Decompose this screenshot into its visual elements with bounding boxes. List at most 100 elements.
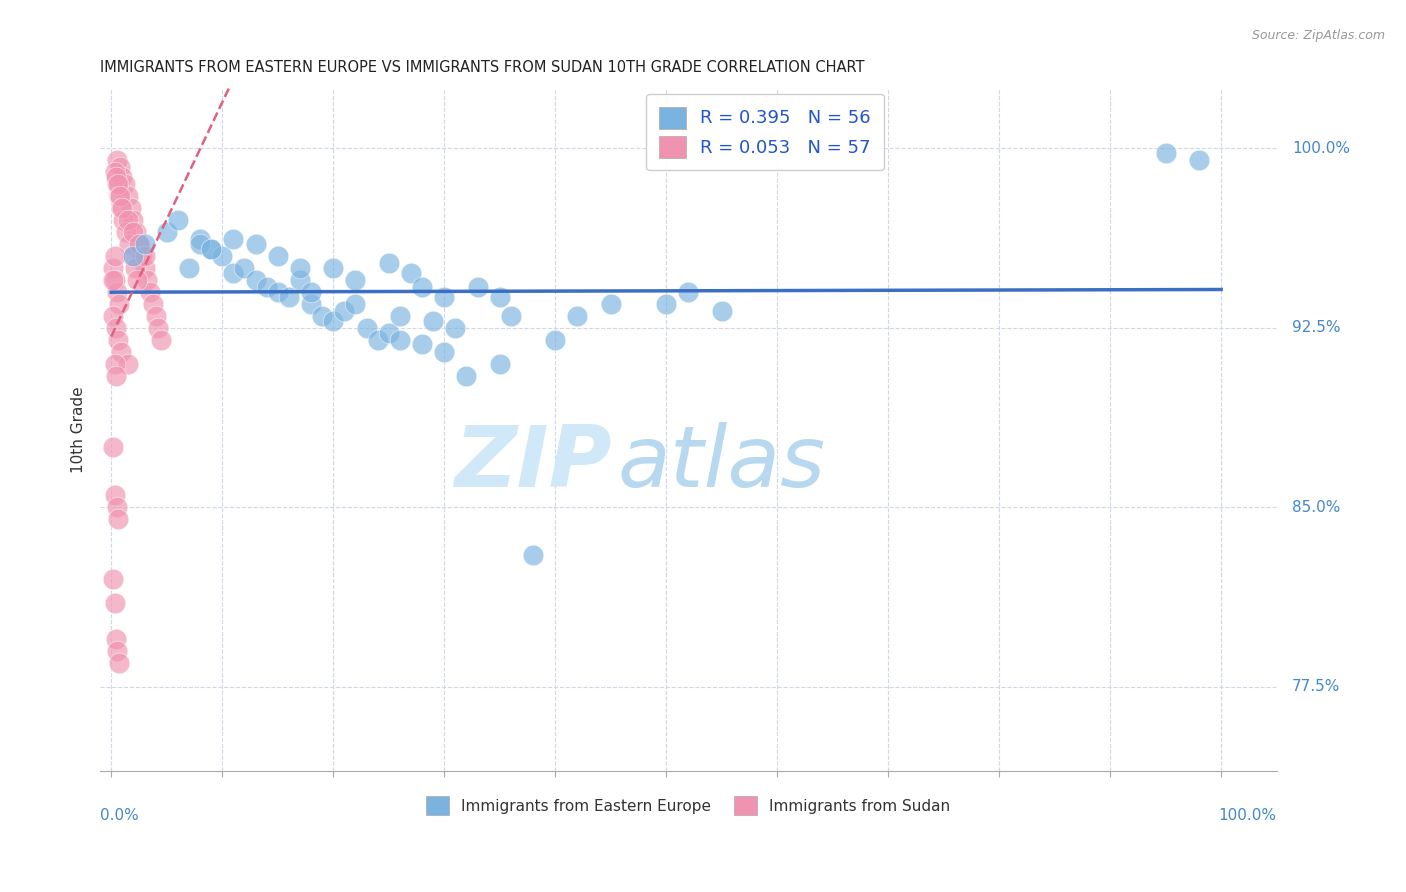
Point (388, 333, 411, 347)
Point (288, 260, 311, 275)
Point (655, 297, 678, 311)
Point (288, 273, 311, 287)
Text: 0.0%: 0.0% (100, 808, 139, 823)
Point (377, 326, 399, 340)
Text: 100.0%: 100.0% (1219, 808, 1277, 823)
Point (245, 236, 267, 251)
Point (456, 368, 478, 383)
Legend: Immigrants from Eastern Europe, Immigrants from Sudan: Immigrants from Eastern Europe, Immigran… (420, 790, 956, 821)
Point (599, 297, 621, 311)
Point (103, 165, 125, 179)
Point (103, 273, 125, 287)
Point (104, 320, 127, 334)
Point (444, 320, 467, 334)
Point (299, 285, 322, 299)
Point (333, 304, 356, 318)
Point (222, 266, 245, 280)
Point (411, 337, 433, 351)
Point (267, 285, 290, 299)
Point (104, 632, 127, 646)
Point (367, 333, 389, 347)
Point (103, 260, 125, 275)
Text: 85.0%: 85.0% (1292, 500, 1340, 515)
Point (121, 249, 143, 263)
Point (108, 297, 131, 311)
Point (233, 260, 256, 275)
Point (108, 656, 131, 670)
Point (399, 266, 422, 280)
Point (107, 177, 129, 191)
Point (166, 213, 188, 227)
Point (467, 280, 489, 294)
Text: Source: ZipAtlas.com: Source: ZipAtlas.com (1251, 29, 1385, 43)
Point (105, 500, 128, 515)
Point (200, 242, 222, 256)
Point (122, 249, 145, 263)
Point (108, 189, 131, 203)
Point (145, 309, 167, 323)
Point (277, 289, 299, 303)
Point (139, 285, 162, 299)
Point (245, 273, 267, 287)
Point (108, 161, 131, 175)
Point (522, 548, 544, 562)
Point (488, 357, 510, 371)
Point (188, 232, 211, 246)
Point (433, 289, 456, 303)
Point (104, 368, 127, 383)
Point (117, 357, 139, 371)
Point (104, 169, 127, 184)
Point (111, 201, 134, 215)
Point (567, 309, 589, 323)
Point (267, 249, 290, 263)
Point (678, 285, 700, 299)
Point (128, 236, 150, 251)
Point (422, 313, 444, 327)
Point (111, 169, 134, 184)
Point (122, 213, 145, 227)
Point (1188, 153, 1211, 167)
Point (344, 273, 367, 287)
Point (256, 280, 278, 294)
Point (105, 153, 128, 167)
Point (120, 201, 142, 215)
Point (105, 285, 128, 299)
Point (105, 644, 128, 658)
Point (117, 213, 139, 227)
Point (124, 225, 146, 239)
Point (103, 357, 125, 371)
Point (103, 596, 125, 610)
Text: ZIP: ZIP (454, 422, 612, 505)
Point (377, 256, 399, 270)
Point (710, 304, 733, 318)
Point (433, 344, 456, 359)
Point (103, 249, 125, 263)
Point (188, 236, 211, 251)
Y-axis label: 10th Grade: 10th Grade (72, 386, 86, 473)
Point (125, 273, 148, 287)
Text: 92.5%: 92.5% (1292, 320, 1340, 335)
Point (142, 297, 165, 311)
Point (311, 309, 333, 323)
Point (177, 260, 200, 275)
Point (322, 260, 344, 275)
Point (322, 313, 344, 327)
Point (110, 344, 132, 359)
Point (103, 488, 125, 502)
Point (499, 309, 522, 323)
Point (488, 289, 510, 303)
Point (124, 260, 146, 275)
Point (114, 177, 136, 191)
Point (134, 260, 156, 275)
Point (117, 189, 139, 203)
Point (103, 309, 125, 323)
Point (103, 572, 125, 586)
Point (146, 320, 169, 334)
Point (112, 213, 135, 227)
Point (150, 333, 173, 347)
Point (103, 441, 125, 455)
Point (222, 232, 245, 246)
Point (122, 225, 145, 239)
Point (156, 225, 179, 239)
Point (344, 297, 367, 311)
